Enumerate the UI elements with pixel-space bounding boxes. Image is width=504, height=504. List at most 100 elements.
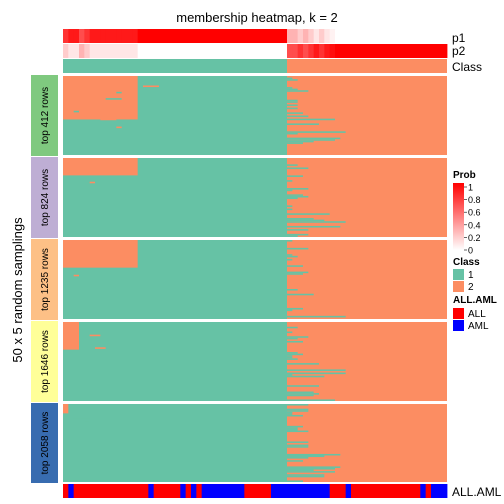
p1-cell	[228, 29, 234, 43]
p2-cell	[143, 44, 149, 58]
p2-cell	[388, 44, 394, 58]
row-group-labels: top 412 rowstop 824 rowstop 1235 rowstop…	[31, 75, 58, 483]
all-aml-cell	[314, 484, 320, 498]
p2-cell	[180, 44, 186, 58]
p1-cell	[143, 29, 149, 43]
p1-cell	[298, 29, 304, 43]
legend-all-swatch	[453, 308, 464, 319]
all-aml-cell	[132, 484, 138, 498]
heat-cell	[116, 172, 121, 174]
p1-cell	[388, 29, 394, 43]
heat-cell	[287, 164, 298, 166]
heat-cell	[287, 426, 303, 428]
p2-cell	[340, 44, 346, 58]
p2-cell	[394, 44, 400, 58]
all-aml-cell	[271, 484, 277, 498]
heat-cell	[287, 429, 298, 431]
heat-cell	[287, 358, 298, 360]
p2-cell	[95, 44, 101, 58]
all-aml-cell	[399, 484, 405, 498]
heat-cell	[287, 209, 292, 211]
all-aml-cell	[170, 484, 176, 498]
all-aml-cell	[175, 484, 181, 498]
p1-cell	[132, 29, 138, 43]
heat-cell	[74, 418, 90, 420]
heat-cell	[287, 399, 335, 401]
legend-class-label-2: 2	[468, 282, 474, 293]
p2-cell	[175, 44, 181, 58]
all-aml-cell	[378, 484, 384, 498]
p2-cell	[330, 44, 336, 58]
p1-cell	[324, 29, 330, 43]
p2-cell	[356, 44, 362, 58]
heat-cell	[287, 294, 314, 296]
p2-cell	[271, 44, 277, 58]
class-band-2	[287, 59, 447, 73]
p2-cell	[276, 44, 282, 58]
annotation-label-all-aml: ALL.AML	[452, 485, 502, 499]
p2-cell	[159, 44, 165, 58]
heat-cell	[287, 248, 308, 250]
heat-cell	[287, 167, 308, 169]
heat-cell	[287, 310, 292, 312]
heat-cell	[287, 229, 308, 231]
prob-tick-label: 0.8	[468, 195, 481, 205]
p1-cell	[207, 29, 213, 43]
class1-block	[63, 404, 287, 482]
all-aml-cell	[404, 484, 410, 498]
heat-cell	[90, 182, 95, 184]
heat-cell	[287, 221, 346, 223]
all-aml-cell	[335, 484, 341, 498]
heat-cell	[287, 392, 314, 394]
p1-cell	[234, 29, 240, 43]
heat-cell	[287, 234, 308, 236]
p1-cell	[116, 29, 122, 43]
heatmap-body	[63, 76, 447, 482]
p1-cell	[196, 29, 202, 43]
heat-cell	[287, 308, 303, 310]
heat-cell	[287, 190, 292, 192]
all-aml-cell	[394, 484, 400, 498]
p2-cell	[234, 44, 240, 58]
annotation-labels: p1 p2 Class	[452, 31, 482, 74]
heat-cell	[287, 194, 303, 196]
all-aml-cell	[63, 484, 69, 498]
heat-cell	[148, 262, 164, 264]
heat-cell	[287, 254, 292, 256]
heat-cell	[287, 412, 292, 414]
all-aml-cell	[362, 484, 368, 498]
all-aml-cell	[292, 484, 298, 498]
p2-cell	[132, 44, 138, 58]
heat-cell	[287, 355, 292, 357]
legend: Prob 10.80.60.40.20 Class 1 2 ALL.AML AL…	[453, 170, 497, 332]
p1-cell	[79, 29, 85, 43]
all-aml-cell	[68, 484, 74, 498]
all-aml-cell	[202, 484, 208, 498]
p1-cell	[287, 29, 293, 43]
all-aml-cell	[74, 484, 80, 498]
legend-class-swatch-1	[453, 269, 464, 280]
p1-cell	[223, 29, 229, 43]
all-aml-cell	[426, 484, 432, 498]
heat-cell	[84, 341, 89, 343]
p1-cell	[127, 29, 133, 43]
all-aml-cell	[351, 484, 357, 498]
heat-cell	[287, 289, 298, 291]
p1-cell	[148, 29, 154, 43]
p2-cell	[68, 44, 74, 58]
p1-cell	[431, 29, 437, 43]
heat-cell	[116, 127, 121, 129]
all-aml-cell	[159, 484, 165, 498]
heat-cell	[287, 90, 308, 92]
heat-cell	[287, 235, 298, 237]
p2-cell	[164, 44, 170, 58]
p2-cell	[378, 44, 384, 58]
p2-cell	[250, 44, 256, 58]
p1-cell	[260, 29, 266, 43]
p1-cell	[415, 29, 421, 43]
p1-cell	[276, 29, 282, 43]
row-group-label: top 2058 rows	[40, 412, 51, 475]
heat-cell	[287, 474, 324, 476]
p1-cell	[367, 29, 373, 43]
heat-cell	[287, 471, 335, 473]
